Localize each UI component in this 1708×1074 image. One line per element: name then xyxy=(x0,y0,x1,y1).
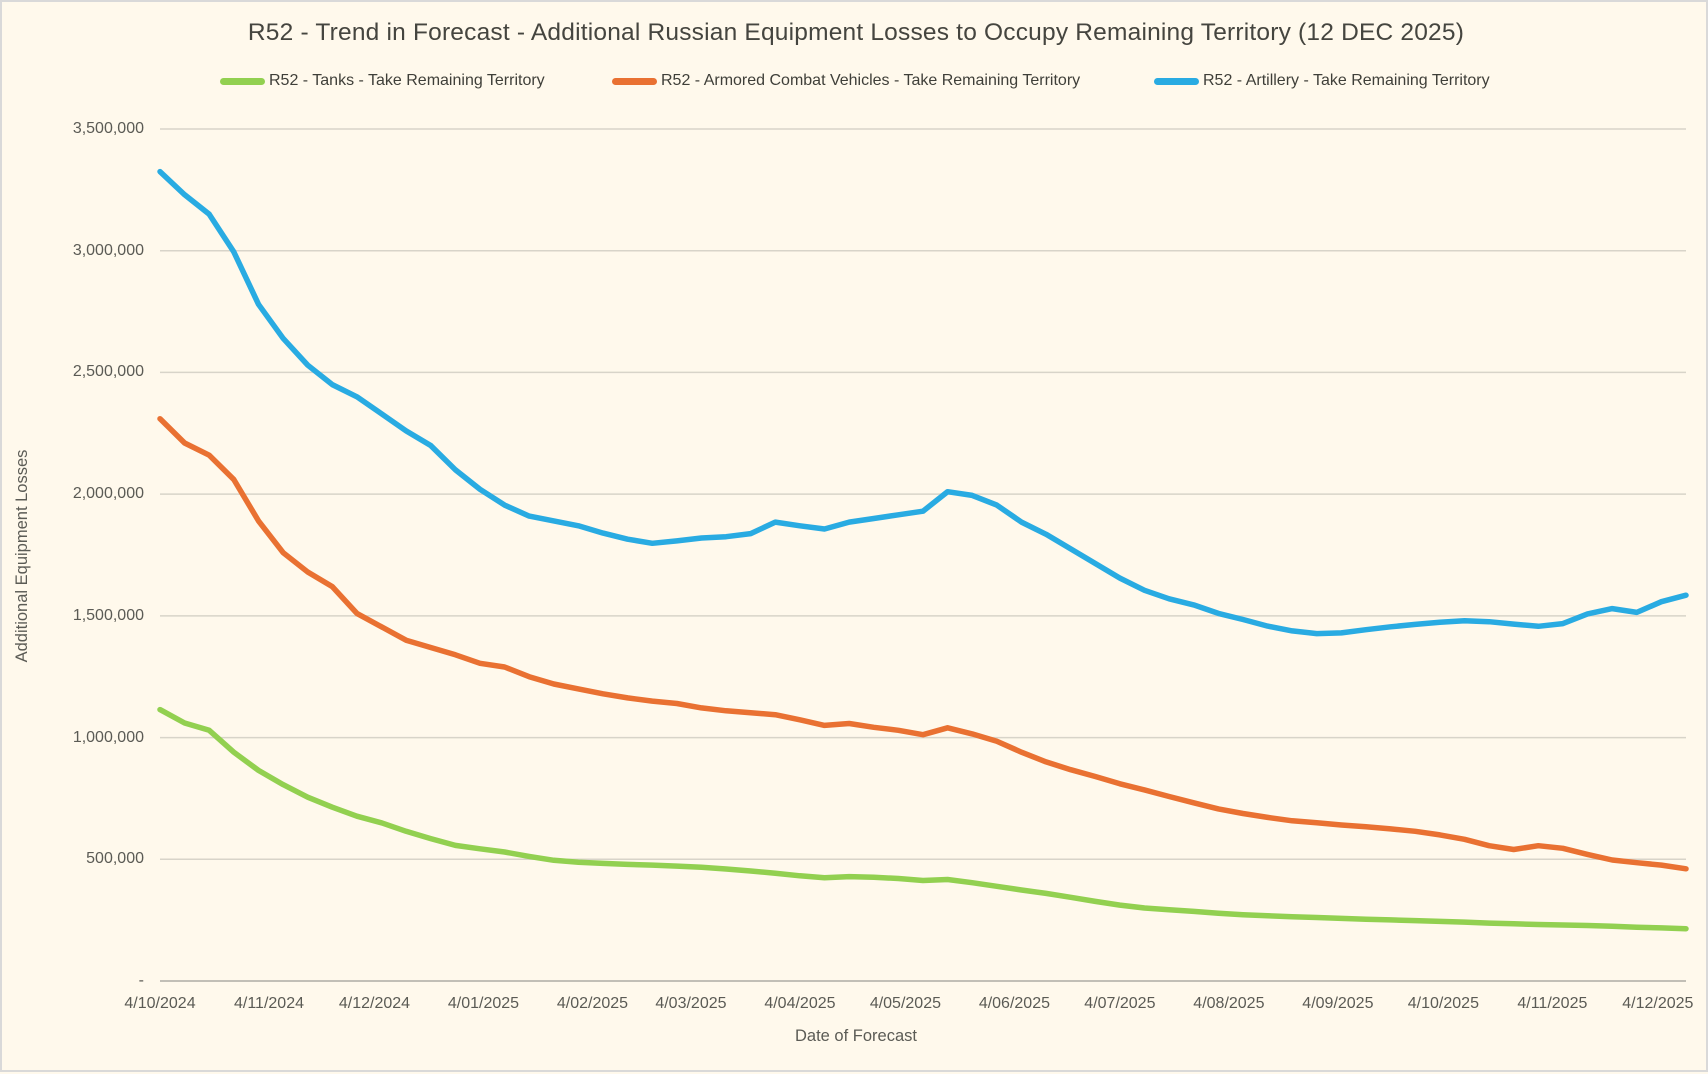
y-tick-label: 2,000,000 xyxy=(72,485,144,503)
x-tick-label: 4/07/2025 xyxy=(1084,995,1156,1012)
acv-line-swatch-icon xyxy=(612,77,657,85)
legend-item-tanks: R52 - Tanks - Take Remaining Territory xyxy=(220,70,545,92)
x-axis-title: Date of Forecast xyxy=(795,1027,917,1045)
x-tick-label: 4/11/2024 xyxy=(234,995,304,1012)
legend-label-armored-combat-vehicles: R52 - Armored Combat Vehicles - Take Rem… xyxy=(661,72,1081,89)
y-tick-label: 1,000,000 xyxy=(72,728,144,746)
x-tick-label: 4/12/2024 xyxy=(338,995,411,1012)
y-tick-label: 3,000,000 xyxy=(72,241,144,259)
y-axis-title: Additional Equipment Losses xyxy=(13,449,31,663)
legend-label-tanks: R52 - Tanks - Take Remaining Territory xyxy=(269,72,545,89)
y-tick-label: 1,500,000 xyxy=(72,606,144,624)
chart-title: R52 - Trend in Forecast - Additional Rus… xyxy=(247,19,1465,46)
y-tick-label: 500,000 xyxy=(86,850,144,868)
artillery-line-swatch-icon xyxy=(1154,77,1199,85)
x-tick-label: 4/05/2025 xyxy=(869,995,941,1012)
x-tick-label: 4/10/2024 xyxy=(124,995,196,1012)
x-tick-label: 4/04/2025 xyxy=(764,995,836,1012)
x-tick-label: 4/03/2025 xyxy=(655,995,727,1012)
legend-item-armored-combat-vehicles: R52 - Armored Combat Vehicles - Take Rem… xyxy=(612,70,1080,92)
y-tick-label: 3,500,000 xyxy=(72,120,144,137)
x-tick-label: 4/01/2025 xyxy=(447,995,520,1012)
x-tick-label: 4/09/2025 xyxy=(1302,995,1374,1012)
x-tick-label: 4/11/2025 xyxy=(1517,995,1588,1012)
x-tick-label: 4/08/2025 xyxy=(1193,995,1265,1012)
tanks-line-swatch-icon xyxy=(220,77,265,85)
x-tick-label: 4/10/2025 xyxy=(1407,995,1479,1012)
series-line-0 xyxy=(157,706,1689,932)
x-tick-label: 4/06/2025 xyxy=(978,995,1050,1012)
series-line-2 xyxy=(157,168,1689,637)
y-tick-label: 2,500,000 xyxy=(72,363,144,381)
legend-label-artillery: R52 - Artillery - Take Remaining Territo… xyxy=(1203,72,1490,89)
y-tick-label: - xyxy=(138,972,144,989)
legend-item-artillery: R52 - Artillery - Take Remaining Territo… xyxy=(1154,70,1490,92)
series-line-1 xyxy=(157,415,1689,872)
x-tick-label: 4/02/2025 xyxy=(556,995,629,1012)
x-tick-label: 4/12/2025 xyxy=(1622,995,1694,1012)
